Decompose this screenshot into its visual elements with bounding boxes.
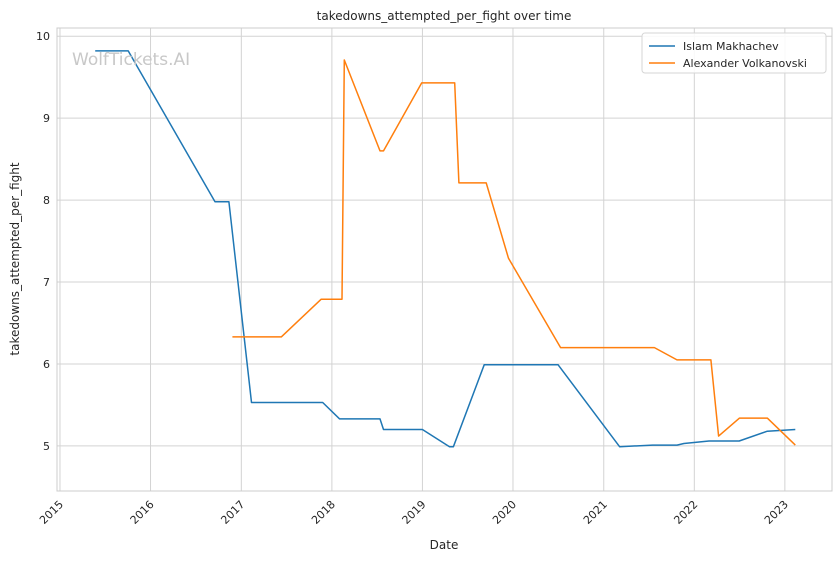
chart-title: takedowns_attempted_per_fight over time: [317, 9, 572, 23]
series-lines: [95, 50, 796, 448]
y-tick-labels: 5 6 7 8 9 10: [36, 30, 50, 453]
series-line-islam-makhachev: [95, 50, 796, 448]
x-axis-label: Date: [430, 538, 459, 552]
x-tick-label: 2018: [309, 498, 338, 527]
plot-area: [56, 27, 833, 492]
x-tick-label: 2019: [400, 498, 429, 527]
legend-label-islam-makhachev: Islam Makhachev: [683, 40, 779, 53]
x-tick-labels: 2015 2016 2017 2018 2019 2020 2021 2022 2023: [37, 498, 791, 527]
legend: Islam Makhachev Alexander Volkanovski: [641, 32, 827, 74]
x-tick-label: 2016: [128, 498, 157, 527]
y-tick-label: 9: [43, 112, 50, 125]
legend-box: [641, 32, 827, 74]
y-tick-label: 6: [43, 358, 50, 371]
series-line-alexander-volkanovski: [232, 59, 796, 446]
x-tick-label: 2021: [581, 498, 610, 527]
y-axis-label: takedowns_attempted_per_fight: [8, 162, 22, 355]
grid: [57, 28, 832, 491]
x-tick-label: 2017: [218, 498, 247, 527]
watermark: WolfTickets.AI: [72, 50, 190, 70]
x-tick-label: 2022: [671, 498, 700, 527]
x-tick-label: 2020: [490, 498, 519, 527]
x-tick-label: 2015: [37, 498, 66, 527]
y-tick-label: 8: [43, 194, 50, 207]
y-tick-label: 7: [43, 276, 50, 289]
y-tick-label: 10: [36, 30, 50, 43]
y-tick-label: 5: [43, 440, 50, 453]
x-tick-label: 2023: [762, 498, 791, 527]
legend-label-alexander-volkanovski: Alexander Volkanovski: [683, 57, 807, 70]
